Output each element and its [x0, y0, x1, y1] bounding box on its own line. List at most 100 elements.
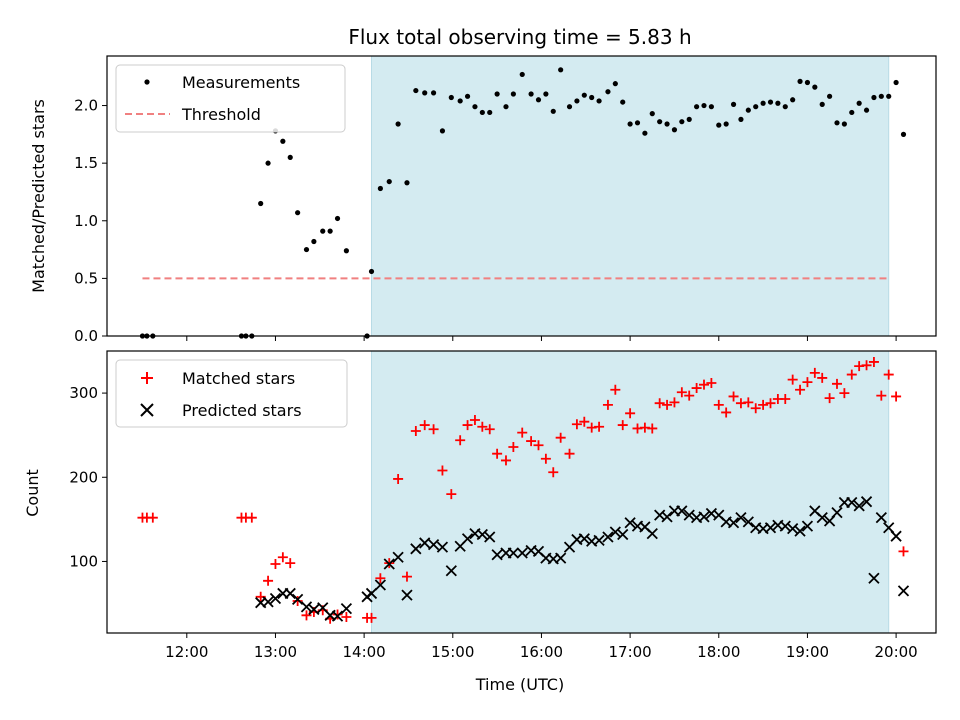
predicted-stars-point — [555, 552, 567, 564]
y-tick-label: 2.0 — [74, 97, 98, 115]
top-plot-frame — [106, 55, 937, 337]
matched-stars-point — [285, 558, 296, 569]
predicted-stars-point — [507, 547, 520, 559]
measurements-point — [479, 109, 485, 116]
matched-stars-point — [891, 391, 902, 402]
predicted-stars-point — [801, 520, 814, 532]
measurements-point — [686, 116, 692, 122]
measurements-point — [404, 180, 410, 186]
matched-stars-point — [721, 407, 732, 418]
matched-stars-point — [684, 390, 695, 401]
measurements-point — [701, 102, 707, 109]
matched-stars-point — [676, 387, 687, 398]
predicted-stars-point — [602, 531, 614, 543]
predicted-stars-point — [300, 601, 313, 613]
measurements-point — [287, 154, 293, 160]
measurements-point — [893, 79, 899, 86]
measurements-point — [753, 104, 759, 110]
predicted-stars-point — [284, 587, 296, 600]
matched-stars-point — [540, 453, 551, 464]
legend-predicted-marker — [140, 403, 154, 417]
measurements-point — [775, 100, 781, 106]
measurements-point — [543, 91, 549, 97]
predicted-stars-point — [787, 522, 799, 535]
bottom-legend: Matched stars Predicted stars — [115, 359, 348, 428]
bottom-panel: 100 200 300 12:00 13:00 14:00 15:00 16:00 17:00… — [23, 350, 937, 694]
matched-stars-point — [270, 558, 281, 569]
y-tick-label: 1.0 — [74, 212, 98, 230]
matched-stars-point — [292, 596, 303, 607]
predicted-stars-point — [436, 541, 449, 553]
matched-stars-point — [462, 420, 473, 431]
matched-stars-point — [846, 369, 857, 380]
matched-stars-point — [477, 421, 488, 432]
matched-stars-point — [654, 398, 665, 409]
measurements-point — [723, 121, 729, 127]
measurements-point — [596, 98, 602, 104]
matched-stars-point — [246, 512, 257, 523]
x-tick-label: 18:00 — [697, 643, 740, 661]
matched-stars-point — [795, 384, 806, 395]
x-tick-label: 20:00 — [874, 643, 917, 661]
measurements-point — [790, 97, 796, 103]
measurements-point — [334, 215, 341, 222]
matched-stars-point — [419, 420, 430, 431]
measurements-point — [730, 101, 737, 107]
measurements-point — [265, 160, 271, 166]
measurements-point — [581, 92, 587, 98]
matched-stars-point — [446, 489, 457, 500]
bottom-plot-frame — [106, 350, 937, 634]
measurements-point — [280, 138, 286, 144]
matched-stars-point — [263, 575, 274, 586]
matched-stars-point — [824, 393, 835, 404]
matched-stars-point — [861, 360, 872, 371]
measurements-point — [738, 116, 744, 122]
matched-stars-point — [787, 374, 798, 385]
matched-stars-point — [437, 465, 448, 476]
measurements-point — [886, 93, 892, 99]
predicted-stars-point — [779, 520, 791, 532]
measurements-point — [327, 228, 333, 234]
matched-stars-point — [713, 399, 724, 410]
predicted-stars-point — [578, 533, 590, 545]
measurements-point — [708, 104, 714, 110]
measurements-point — [377, 185, 383, 192]
measurements-point — [368, 268, 375, 275]
measurements-point — [535, 97, 542, 103]
predicted-stars-point — [308, 603, 320, 616]
matched-stars-point — [332, 609, 343, 620]
predicted-stars-point — [331, 610, 344, 622]
measurements-point — [311, 238, 317, 245]
measurements-point — [422, 90, 428, 96]
matched-stars-point — [669, 397, 680, 408]
predicted-stars-point — [683, 509, 695, 521]
predicted-stars-point — [291, 593, 304, 605]
matched-stars-point — [410, 425, 421, 436]
matched-stars-point — [533, 440, 544, 451]
legend-matched-marker — [141, 372, 153, 384]
measurements-point — [303, 246, 310, 253]
predicted-stars-point — [676, 505, 688, 517]
matched-stars-point — [366, 612, 377, 623]
measurements-point — [395, 121, 401, 127]
matched-stars-point — [750, 403, 761, 414]
predicted-stars-point — [593, 534, 605, 547]
predicted-stars-point — [646, 528, 658, 540]
predicted-stars-point — [262, 596, 274, 608]
matched-stars-point — [809, 367, 820, 378]
matched-stars-point — [610, 384, 621, 395]
predicted-stars-point — [897, 585, 910, 597]
matched-stars-point — [817, 372, 828, 383]
measurements-point — [258, 200, 264, 207]
measurements-point — [464, 93, 471, 99]
matched-stars-point — [831, 378, 842, 389]
matched-stars-point — [492, 448, 503, 459]
measurements-point — [878, 93, 884, 99]
measurements-point — [679, 119, 685, 125]
matched-stars-point — [508, 441, 519, 452]
legend-predicted-label: Predicted stars — [182, 401, 302, 420]
measurements-point — [841, 121, 847, 127]
predicted-stars-point — [764, 522, 777, 534]
x-tick-label: 15:00 — [431, 643, 474, 661]
